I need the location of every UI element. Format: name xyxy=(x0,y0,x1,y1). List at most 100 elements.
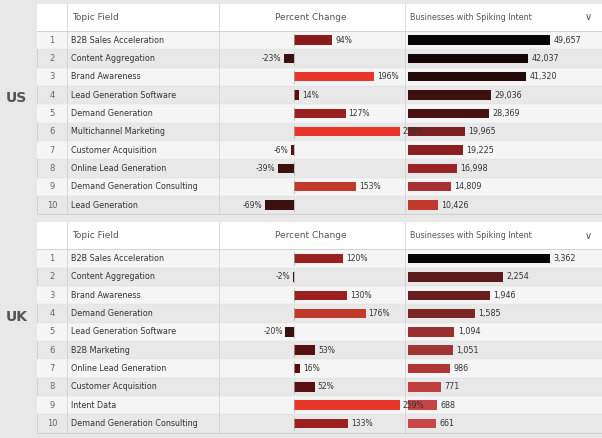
Bar xyxy=(294,364,300,373)
Bar xyxy=(294,400,400,410)
Text: ∨: ∨ xyxy=(585,231,592,241)
Bar xyxy=(37,360,602,378)
Text: 4: 4 xyxy=(49,91,55,99)
Text: Customer Acquisition: Customer Acquisition xyxy=(71,145,157,155)
Text: 6: 6 xyxy=(49,346,55,355)
Text: 41,320: 41,320 xyxy=(529,72,557,81)
Text: UK: UK xyxy=(6,310,28,324)
Text: 7: 7 xyxy=(49,145,55,155)
Text: 8: 8 xyxy=(49,164,55,173)
Bar xyxy=(408,90,491,100)
Text: 127%: 127% xyxy=(349,109,370,118)
Text: Percent Change: Percent Change xyxy=(275,231,347,240)
Bar xyxy=(265,200,294,210)
Text: -6%: -6% xyxy=(274,145,288,155)
Text: 9: 9 xyxy=(49,401,55,410)
Text: 7: 7 xyxy=(49,364,55,373)
Text: 10: 10 xyxy=(47,201,57,209)
Bar xyxy=(285,327,294,337)
Bar xyxy=(408,382,441,392)
Bar xyxy=(37,396,602,414)
Text: Intent Data: Intent Data xyxy=(71,401,116,410)
Bar xyxy=(294,382,315,392)
Bar xyxy=(294,182,356,191)
Text: 688: 688 xyxy=(441,401,456,410)
Text: 3,362: 3,362 xyxy=(553,254,576,263)
Bar xyxy=(291,145,294,155)
Text: 5: 5 xyxy=(49,328,55,336)
Text: 196%: 196% xyxy=(377,72,399,81)
Bar xyxy=(408,290,490,300)
Bar xyxy=(408,419,436,428)
Text: 6: 6 xyxy=(49,127,55,136)
Bar xyxy=(408,182,450,191)
Bar xyxy=(37,177,602,196)
Text: 130%: 130% xyxy=(350,291,371,300)
Bar xyxy=(408,127,465,137)
Text: US: US xyxy=(6,91,28,105)
Bar xyxy=(294,90,299,100)
Bar xyxy=(408,309,475,318)
Bar xyxy=(294,35,332,45)
Bar xyxy=(294,127,400,137)
Bar xyxy=(408,272,503,282)
Text: Multichannel Marketing: Multichannel Marketing xyxy=(71,127,165,136)
Text: Percent Change: Percent Change xyxy=(275,13,347,22)
Bar xyxy=(37,286,602,304)
Text: 2: 2 xyxy=(49,272,55,282)
Text: ∨: ∨ xyxy=(585,12,592,22)
Bar xyxy=(294,254,343,263)
Bar xyxy=(408,109,489,118)
Bar xyxy=(408,254,550,263)
Text: 1,051: 1,051 xyxy=(456,346,479,355)
Bar xyxy=(408,145,463,155)
Bar xyxy=(408,327,455,337)
Text: B2B Sales Acceleration: B2B Sales Acceleration xyxy=(71,35,164,45)
Text: 3: 3 xyxy=(49,291,55,300)
Text: 1,946: 1,946 xyxy=(494,291,516,300)
Text: 1: 1 xyxy=(49,35,55,45)
Text: Demand Generation Consulting: Demand Generation Consulting xyxy=(71,419,198,428)
Text: 1,585: 1,585 xyxy=(479,309,501,318)
Text: 259%: 259% xyxy=(403,127,424,136)
Text: 10: 10 xyxy=(47,419,57,428)
Text: 771: 771 xyxy=(444,382,459,392)
Text: 52%: 52% xyxy=(318,382,335,392)
Text: Businesses with Spiking Intent: Businesses with Spiking Intent xyxy=(410,231,532,240)
Text: -20%: -20% xyxy=(263,328,283,336)
Text: 5: 5 xyxy=(49,109,55,118)
Bar xyxy=(284,53,294,63)
Text: 19,965: 19,965 xyxy=(468,127,496,136)
Text: 42,037: 42,037 xyxy=(532,54,559,63)
Bar xyxy=(37,250,602,268)
Text: 19,225: 19,225 xyxy=(467,145,494,155)
Bar xyxy=(294,72,374,81)
Text: -23%: -23% xyxy=(262,54,281,63)
Text: Demand Generation: Demand Generation xyxy=(71,109,153,118)
Bar xyxy=(294,419,348,428)
Text: 29,036: 29,036 xyxy=(494,91,522,99)
Bar xyxy=(37,104,602,123)
Text: 176%: 176% xyxy=(368,309,390,318)
Text: B2B Sales Acceleration: B2B Sales Acceleration xyxy=(71,254,164,263)
Text: Lead Generation: Lead Generation xyxy=(71,201,138,209)
Text: 8: 8 xyxy=(49,382,55,392)
Text: 2,254: 2,254 xyxy=(506,272,529,282)
Bar xyxy=(278,164,294,173)
Text: 133%: 133% xyxy=(351,419,373,428)
Text: 1,094: 1,094 xyxy=(458,328,480,336)
Bar xyxy=(37,222,602,250)
Text: 16,998: 16,998 xyxy=(460,164,488,173)
Text: 1: 1 xyxy=(49,254,55,263)
Bar xyxy=(294,346,315,355)
Text: 94%: 94% xyxy=(335,35,352,45)
Bar xyxy=(37,31,602,49)
Text: 986: 986 xyxy=(453,364,468,373)
Text: Topic Field: Topic Field xyxy=(72,231,119,240)
Bar xyxy=(37,67,602,86)
Bar xyxy=(408,164,457,173)
Text: 259%: 259% xyxy=(403,401,424,410)
Bar xyxy=(293,272,294,282)
Bar xyxy=(408,346,453,355)
Bar xyxy=(408,200,438,210)
